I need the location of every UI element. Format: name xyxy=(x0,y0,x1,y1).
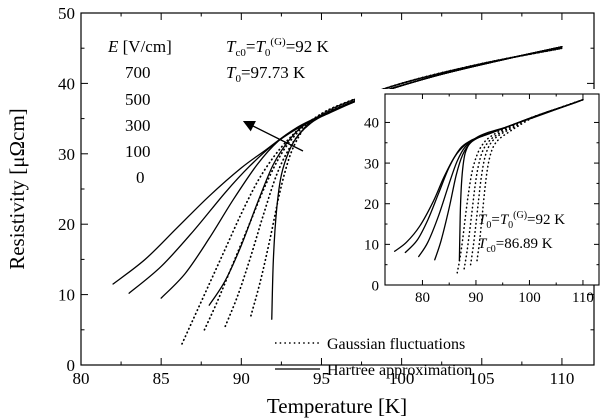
inset-series xyxy=(393,98,584,274)
inset-y-tick-label: 0 xyxy=(372,278,380,294)
inset-y-tick-label: 30 xyxy=(364,156,379,172)
inset-gaussian-curve-E300 xyxy=(469,98,584,266)
main-gaussian-curve-E100 xyxy=(250,47,563,317)
field-value-100: 100 xyxy=(125,142,151,161)
y-axis-label: Resistivity [μΩcm] xyxy=(5,108,29,270)
main-params-line1: Tc0=T0(G)=92 K xyxy=(226,36,330,59)
main-y-tick-label: 30 xyxy=(58,145,75,164)
field-value-500: 500 xyxy=(125,90,151,109)
main-x-tick-label: 110 xyxy=(550,369,575,388)
inset-x-tick-label: 110 xyxy=(572,290,594,306)
legend-label-hartree: Hartree approximation xyxy=(327,362,472,379)
main-gaussian-curve-E300 xyxy=(224,47,563,328)
main-y-tick-label: 40 xyxy=(58,74,75,93)
inset-y-tick-label: 10 xyxy=(364,238,379,254)
inset-plot-frame xyxy=(384,93,600,286)
inset-x-tick-label: 100 xyxy=(518,290,541,306)
main-y-tick-label: 10 xyxy=(58,286,75,305)
inset-params-line1: T0=T0(G)=92 K xyxy=(478,210,565,231)
main-y-tick-label: 50 xyxy=(58,4,75,23)
inset-chart: 80 90 100 110 0 10 20 30 40 T0=T0(G)=92 K Tc0=86… xyxy=(355,89,604,306)
main-x-tick-label: 105 xyxy=(469,369,495,388)
main-x-tick-label: 100 xyxy=(389,369,415,388)
main-x-tick-label: 90 xyxy=(233,369,250,388)
x-axis-label: Temperature [K] xyxy=(267,394,407,418)
field-legend: E [V/cm] 700 500 300 100 0 xyxy=(107,37,172,187)
inset-y-tick-label: 20 xyxy=(364,197,379,213)
field-direction-arrow xyxy=(242,120,304,152)
main-gaussian-curve-E700 xyxy=(181,47,563,345)
legend: Gaussian fluctuations Hartree approximat… xyxy=(275,336,472,379)
main-y-tick-label: 20 xyxy=(58,215,75,234)
inset-y-tick-label: 40 xyxy=(364,116,379,132)
field-legend-header: E [V/cm] xyxy=(107,37,172,56)
legend-label-gaussian: Gaussian fluctuations xyxy=(327,336,465,353)
inset-params-line2: Tc0=86.89 K xyxy=(478,236,553,255)
field-value-0: 0 xyxy=(136,168,145,187)
main-x-tick-label: 85 xyxy=(153,369,170,388)
inset-x-tick-label: 90 xyxy=(468,290,483,306)
inset-gaussian-curve-E500 xyxy=(463,98,584,270)
field-value-300: 300 xyxy=(125,116,151,135)
field-value-700: 700 xyxy=(125,63,151,82)
main-params-line2: T0=97.73 K xyxy=(226,63,306,85)
inset-gaussian-curve-E700 xyxy=(456,98,584,274)
main-x-tick-label: 95 xyxy=(313,369,330,388)
main-series xyxy=(112,46,563,345)
inset-axes: 80 90 100 110 0 10 20 30 40 xyxy=(364,94,599,306)
inset-x-tick-label: 80 xyxy=(415,290,430,306)
main-y-tick-label: 0 xyxy=(67,356,76,375)
main-x-tick-label: 80 xyxy=(73,369,90,388)
inset-hartree-curve-E0 xyxy=(458,99,584,262)
